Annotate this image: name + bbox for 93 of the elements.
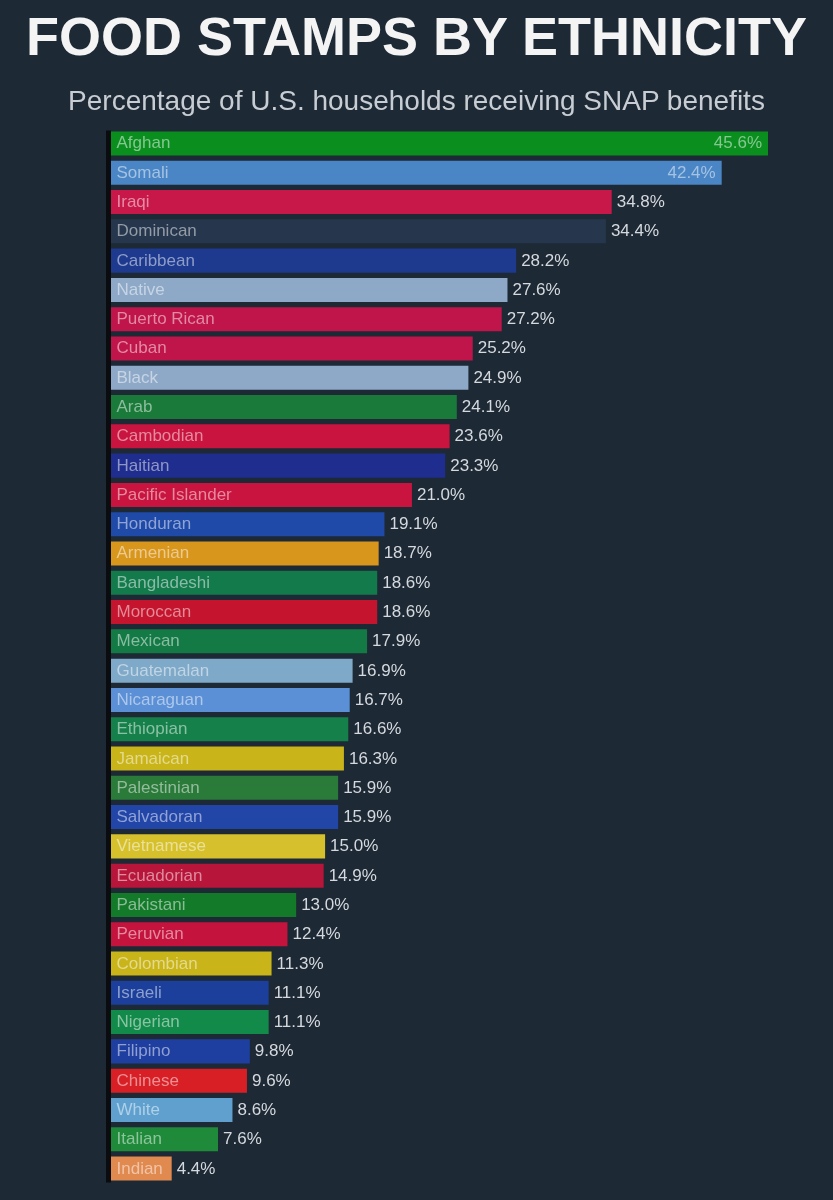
data-label: 16.3% — [348, 748, 398, 768]
bar — [108, 248, 517, 273]
y-tick-label: Caribbean — [116, 250, 195, 270]
chart-title: FOOD STAMPS BY ETHNICITY — [25, 6, 808, 66]
bar — [108, 512, 385, 537]
data-label: 18.7% — [383, 543, 432, 563]
data-label: 15.9% — [343, 807, 392, 827]
data-label: 17.9% — [372, 631, 421, 651]
bar — [108, 424, 450, 449]
bar — [108, 365, 469, 390]
bar — [108, 277, 508, 302]
y-tick-label: Armenian — [116, 543, 190, 563]
y-tick-label: Pakistani — [116, 894, 186, 914]
bar — [108, 190, 612, 215]
data-label: 16.6% — [353, 719, 402, 739]
data-label: 34.8% — [616, 192, 665, 212]
y-tick-label: White — [116, 1099, 160, 1119]
data-label: 15.0% — [330, 836, 379, 856]
y-tick-label: Peruvian — [116, 924, 184, 944]
data-label: 11.1% — [273, 982, 321, 1002]
data-label: 16.9% — [357, 660, 406, 680]
y-tick-label: Nigerian — [116, 1012, 180, 1032]
bar — [108, 453, 446, 478]
data-label: 23.3% — [450, 455, 499, 475]
bar — [108, 336, 473, 361]
data-label: 23.6% — [454, 426, 503, 446]
data-label: 18.6% — [382, 572, 431, 592]
bar — [108, 717, 349, 742]
bar — [108, 395, 457, 420]
bar — [108, 160, 722, 185]
data-label: 16.7% — [354, 689, 403, 709]
bar — [108, 629, 368, 654]
data-label: 15.9% — [343, 777, 392, 797]
data-label: 21.0% — [416, 484, 466, 504]
y-tick-label: Pacific Islander — [116, 484, 233, 504]
y-tick-label: Ethiopian — [116, 719, 188, 739]
y-tick-label: Salvadoran — [116, 807, 203, 827]
y-tick-label: Native — [116, 279, 165, 299]
bar — [108, 219, 606, 244]
y-tick-label: Arab — [116, 397, 153, 417]
data-label: 7.6% — [223, 1129, 262, 1149]
chart-subtitle: Percentage of U.S. households receiving SNAP benefits — [68, 85, 765, 116]
data-label: 19.1% — [389, 514, 438, 534]
y-tick-label: Cambodian — [116, 426, 204, 446]
y-tick-label: Jamaican — [116, 748, 190, 768]
data-label: 18.6% — [382, 602, 431, 622]
data-label: 24.9% — [473, 367, 522, 387]
y-tick-label: Ecuadorian — [116, 865, 203, 885]
data-label: 9.8% — [254, 1041, 294, 1061]
y-tick-label: Dominican — [116, 221, 197, 241]
y-tick-label: Black — [116, 367, 159, 387]
y-tick-label: Afghan — [116, 133, 171, 153]
data-label: 27.2% — [506, 309, 555, 329]
y-tick-label: Haitian — [116, 455, 170, 475]
data-label: 25.2% — [477, 338, 526, 358]
y-tick-label: Cuban — [116, 338, 167, 358]
data-label: 11.1% — [273, 1012, 321, 1032]
y-tick-label: Honduran — [116, 514, 192, 534]
bar — [108, 746, 344, 771]
bar — [108, 600, 378, 625]
data-label: 34.4% — [610, 221, 660, 241]
bar — [108, 541, 379, 566]
bar — [108, 980, 269, 1005]
data-label: 24.1% — [461, 397, 511, 417]
y-tick-label: Israeli — [116, 982, 162, 1002]
y-tick-label: Italian — [116, 1129, 162, 1149]
y-tick-label: Somali — [116, 162, 169, 182]
data-label: 14.9% — [328, 865, 377, 885]
data-label: 4.4% — [176, 1158, 216, 1178]
y-tick-label: Palestinian — [116, 777, 200, 797]
y-tick-label: Puerto Rican — [116, 309, 215, 329]
y-tick-label: Vietnamese — [116, 836, 206, 856]
data-label: 28.2% — [521, 250, 570, 270]
y-tick-label: Colombian — [116, 953, 198, 973]
y-tick-label: Nicaraguan — [116, 689, 204, 709]
bar — [108, 131, 768, 156]
data-label: 9.6% — [251, 1070, 291, 1090]
y-tick-label: Bangladeshi — [116, 572, 211, 592]
data-label: 12.4% — [292, 924, 341, 944]
data-label: 8.6% — [237, 1099, 277, 1119]
data-label: 27.6% — [512, 279, 561, 299]
y-tick-label: Iraqi — [116, 192, 150, 212]
y-tick-label: Indian — [116, 1158, 163, 1178]
bar — [108, 307, 502, 332]
data-label: 11.3% — [276, 953, 324, 973]
data-label: 45.6% — [713, 133, 762, 153]
y-tick-label: Filipino — [116, 1041, 171, 1061]
y-tick-label: Moroccan — [116, 602, 192, 622]
y-tick-label: Guatemalan — [116, 660, 210, 680]
data-label: 13.0% — [301, 894, 350, 914]
y-tick-label: Chinese — [116, 1070, 179, 1090]
y-tick-label: Mexican — [116, 631, 180, 651]
data-label: 42.4% — [667, 162, 716, 182]
